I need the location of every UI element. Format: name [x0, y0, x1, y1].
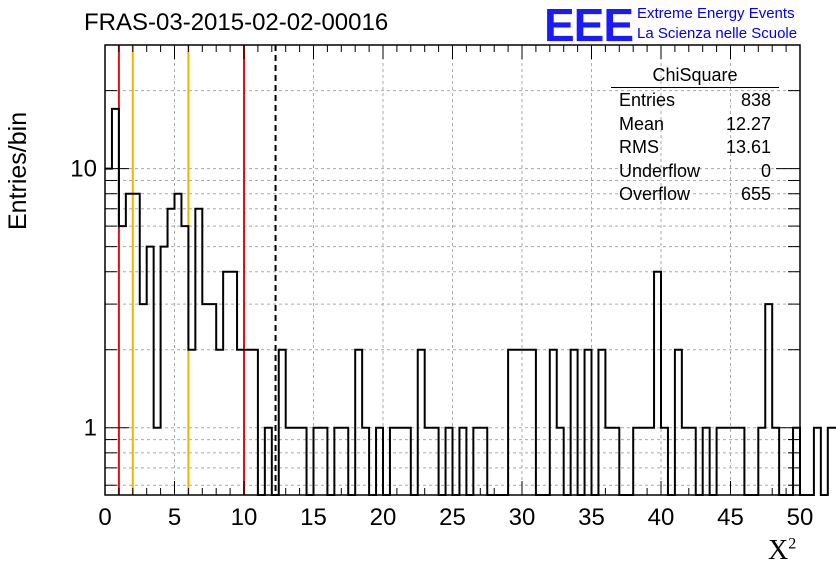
stats-box: ChiSquare Entries 838 Mean 12.27 RMS 13.…: [611, 65, 779, 208]
grid: [105, 44, 800, 495]
stat-row-rms: RMS 13.61: [611, 137, 779, 161]
stat-row-underflow: Underflow 0: [611, 161, 779, 185]
x-axis-label: X2: [768, 535, 796, 567]
y-tick-label: 1: [84, 415, 97, 442]
logo-line-1: Extreme Energy Events: [637, 5, 795, 22]
x-tick-label: 10: [231, 504, 258, 531]
stat-row-mean: Mean 12.27: [611, 114, 779, 138]
stat-label: RMS: [619, 137, 659, 157]
axis-ticks: [104, 44, 801, 495]
stat-value: 0: [760, 160, 771, 181]
stat-label: Entries: [619, 90, 676, 110]
x-tick-label: 5: [168, 504, 181, 531]
stat-row-overflow: Overflow 655: [611, 184, 779, 208]
histogram-series: [105, 107, 836, 496]
logo-line-2: La Scienza nelle Scuole: [637, 25, 798, 42]
x-axis-label-superscript: 2: [788, 535, 797, 553]
stat-row-entries: Entries 838: [611, 90, 779, 114]
stat-value: 838: [740, 90, 771, 110]
stat-value: 655: [740, 184, 771, 204]
stats-title: ChiSquare: [611, 65, 779, 88]
eee-logo: EEE: [544, 0, 634, 51]
stat-label: Underflow: [619, 160, 701, 181]
x-tick-label: 15: [300, 504, 327, 531]
x-tick-label: 0: [98, 504, 111, 531]
x-axis-label-text: X: [768, 535, 789, 566]
stat-label: Mean: [619, 113, 665, 134]
tick-labels: 0 5 10 15 20 25 30 35 40 45 50 1 10: [70, 156, 813, 531]
y-tick-label: 10: [70, 156, 97, 183]
x-tick-label: 20: [370, 504, 397, 531]
x-tick-label: 30: [509, 504, 536, 531]
stat-label: Overflow: [619, 184, 691, 204]
x-tick-label: 50: [787, 504, 814, 531]
x-tick-label: 45: [717, 504, 744, 531]
x-tick-label: 25: [439, 504, 466, 531]
y-axis-label: Entries/bin: [4, 111, 32, 230]
x-tick-label: 35: [578, 504, 605, 531]
x-tick-label: 40: [648, 504, 675, 531]
chart-title: FRAS-03-2015-02-02-00016: [84, 9, 389, 36]
stat-value: 12.27: [725, 113, 771, 134]
stat-value: 13.61: [725, 137, 771, 157]
